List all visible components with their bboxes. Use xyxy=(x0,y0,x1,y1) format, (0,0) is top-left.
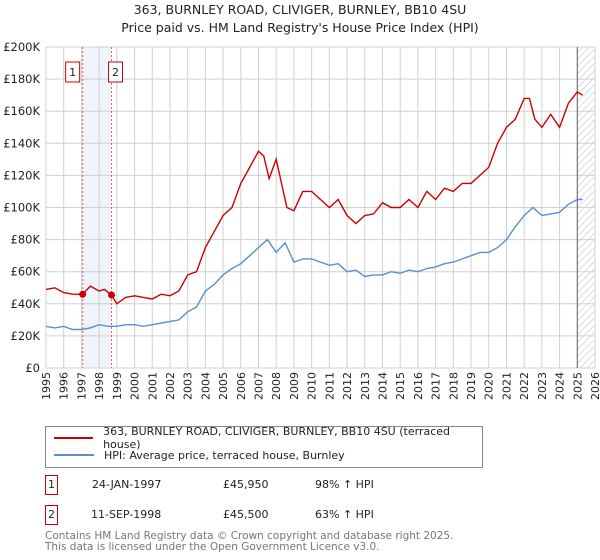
y-tick-label: £20K xyxy=(11,329,41,343)
legend-item-property: 363, BURNLEY ROAD, CLIVIGER, BURNLEY, BB… xyxy=(54,425,482,451)
x-tick-label: 2000 xyxy=(129,372,142,400)
sale-marker-badge xyxy=(65,61,81,83)
x-tick-label: 2022 xyxy=(518,372,531,400)
x-tick-label: 2002 xyxy=(164,372,177,400)
x-tick-label: 2011 xyxy=(323,372,336,400)
y-tick-label: £120K xyxy=(3,168,40,182)
x-tick-label: 2019 xyxy=(465,372,478,400)
x-tick-label: 2010 xyxy=(306,372,319,400)
x-tick-label: 1998 xyxy=(93,372,106,400)
x-tick-label: 2017 xyxy=(430,372,443,400)
x-tick-label: 1997 xyxy=(75,372,88,400)
x-tick-label: 2003 xyxy=(182,372,195,400)
x-tick-label: 2007 xyxy=(253,372,266,400)
x-tick-label: 1996 xyxy=(58,372,71,400)
x-tick-label: 1999 xyxy=(111,372,124,400)
footer: Contains HM Land Registry data © Crown c… xyxy=(45,531,453,553)
x-tick-label: 2014 xyxy=(376,372,389,400)
y-tick-label: £200K xyxy=(3,40,40,54)
sale-row: 1 24-JAN-1997 £45,950 98% ↑ HPI xyxy=(45,475,545,495)
x-tick-label: 2015 xyxy=(394,372,407,400)
hpi-series-line xyxy=(45,198,583,331)
sale-date: 11-SEP-1998 xyxy=(91,508,162,521)
footer-line: Contains HM Land Registry data © Crown c… xyxy=(45,530,454,542)
x-tick-label: 2012 xyxy=(341,372,354,400)
sale-date: 24-JAN-1997 xyxy=(92,478,162,491)
property-series-line xyxy=(45,90,583,305)
sale-point xyxy=(79,290,87,298)
x-tick-label: 2023 xyxy=(536,372,549,400)
legend-label: HPI: Average price, terraced house, Burn… xyxy=(104,448,345,462)
y-tick-label: £100K xyxy=(3,201,40,215)
x-tick-label: 2001 xyxy=(146,372,159,400)
x-tick-label: 1995 xyxy=(40,372,53,400)
x-tick-label: 2024 xyxy=(554,372,567,400)
y-tick-label: £140K xyxy=(3,136,40,150)
sale-row: 2 11-SEP-1998 £45,500 63% ↑ HPI xyxy=(45,505,545,525)
sale-badge: 1 xyxy=(45,475,58,495)
y-tick-label: £40K xyxy=(11,297,41,311)
x-tick-label: 2026 xyxy=(589,372,600,400)
sale-marker-label: 1 xyxy=(69,66,76,79)
sale-price: £45,950 xyxy=(223,478,269,491)
x-tick-label: 2018 xyxy=(447,372,460,400)
x-tick-label: 2005 xyxy=(217,372,230,400)
y-tick-label: £60K xyxy=(11,265,41,279)
y-tick-label: £180K xyxy=(3,72,40,86)
sale-badge: 2 xyxy=(45,505,58,525)
legend-swatch-blue xyxy=(54,454,94,456)
x-tick-label: 2025 xyxy=(571,372,584,400)
x-tick-label: 2016 xyxy=(412,372,425,400)
sale-point xyxy=(108,291,116,299)
x-tick-label: 2021 xyxy=(500,372,513,400)
legend-swatch-red xyxy=(54,437,94,439)
x-tick-label: 2008 xyxy=(270,372,283,400)
legend-item-hpi: HPI: Average price, terraced house, Burn… xyxy=(54,447,345,463)
x-tick-label: 2009 xyxy=(288,372,301,400)
x-tick-label: 2006 xyxy=(235,372,248,400)
footer-line: This data is licensed under the Open Gov… xyxy=(45,541,380,553)
chart-plot: 1995 1996 1997 1998 1999 2000 2001 2002 2003 2004… xyxy=(3,40,600,400)
sale-marker-badge xyxy=(108,61,124,83)
sale-price: £45,500 xyxy=(223,508,269,521)
legend: 363, BURNLEY ROAD, CLIVIGER, BURNLEY, BB… xyxy=(45,425,483,468)
y-tick-label: £80K xyxy=(11,233,41,247)
sale-marker-label: 2 xyxy=(112,66,119,79)
legend-label: 363, BURNLEY ROAD, CLIVIGER, BURNLEY, BB… xyxy=(103,425,450,451)
y-tick-label: £0 xyxy=(25,361,40,375)
chart-subtitle: Price paid vs. HM Land Registry's House … xyxy=(121,20,479,35)
x-tick-label: 2004 xyxy=(199,372,212,400)
chart-title: 363, BURNLEY ROAD, CLIVIGER, BURNLEY, BB… xyxy=(133,2,467,17)
sale-hpi: 98% ↑ HPI xyxy=(315,478,374,491)
sale-hpi: 63% ↑ HPI xyxy=(315,508,374,521)
x-tick-label: 2020 xyxy=(483,372,496,400)
y-tick-label: £160K xyxy=(3,104,40,118)
x-tick-label: 2013 xyxy=(359,372,372,400)
